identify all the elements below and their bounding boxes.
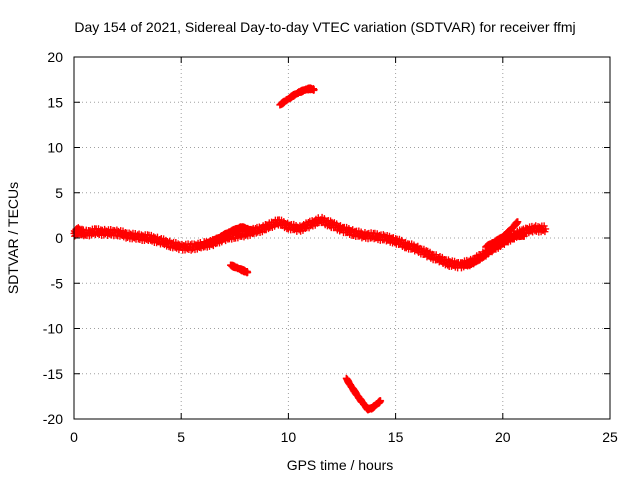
x-tick-label: 0 <box>70 429 78 445</box>
y-tick-label: 15 <box>47 94 63 110</box>
y-tick-label: -5 <box>51 275 64 291</box>
y-axis-label: SDTVAR / TECUs <box>5 182 21 294</box>
data-marks <box>70 84 550 414</box>
axis-ticks: 0 5 10 15 20 25 -20 -15 -10 -5 0 5 10 15 20 <box>43 49 618 445</box>
data-point <box>391 239 399 247</box>
chart-title: Day 154 of 2021, Sidereal Day-to-day VTE… <box>74 19 575 35</box>
data-point <box>327 217 335 225</box>
data-point <box>377 397 385 405</box>
x-tick-label: 20 <box>495 429 511 445</box>
y-tick-label: 10 <box>47 140 63 156</box>
data-point <box>542 225 550 233</box>
data-point <box>273 220 281 228</box>
data-point <box>432 251 440 259</box>
data-point <box>310 86 318 94</box>
x-tick-label: 5 <box>177 429 185 445</box>
x-tick-label: 25 <box>602 429 618 445</box>
y-tick-label: 5 <box>55 185 63 201</box>
y-tick-label: -20 <box>43 411 63 427</box>
x-tick-label: 10 <box>281 429 297 445</box>
x-axis-label: GPS time / hours <box>287 457 394 473</box>
x-tick-label: 15 <box>388 429 404 445</box>
y-tick-label: -10 <box>43 321 63 337</box>
data-point <box>250 228 258 236</box>
data-point <box>520 232 528 240</box>
y-tick-label: 0 <box>55 230 63 246</box>
y-tick-label: -15 <box>43 366 63 382</box>
data-point <box>244 268 252 276</box>
y-tick-label: 20 <box>47 49 63 65</box>
data-point <box>514 218 522 226</box>
